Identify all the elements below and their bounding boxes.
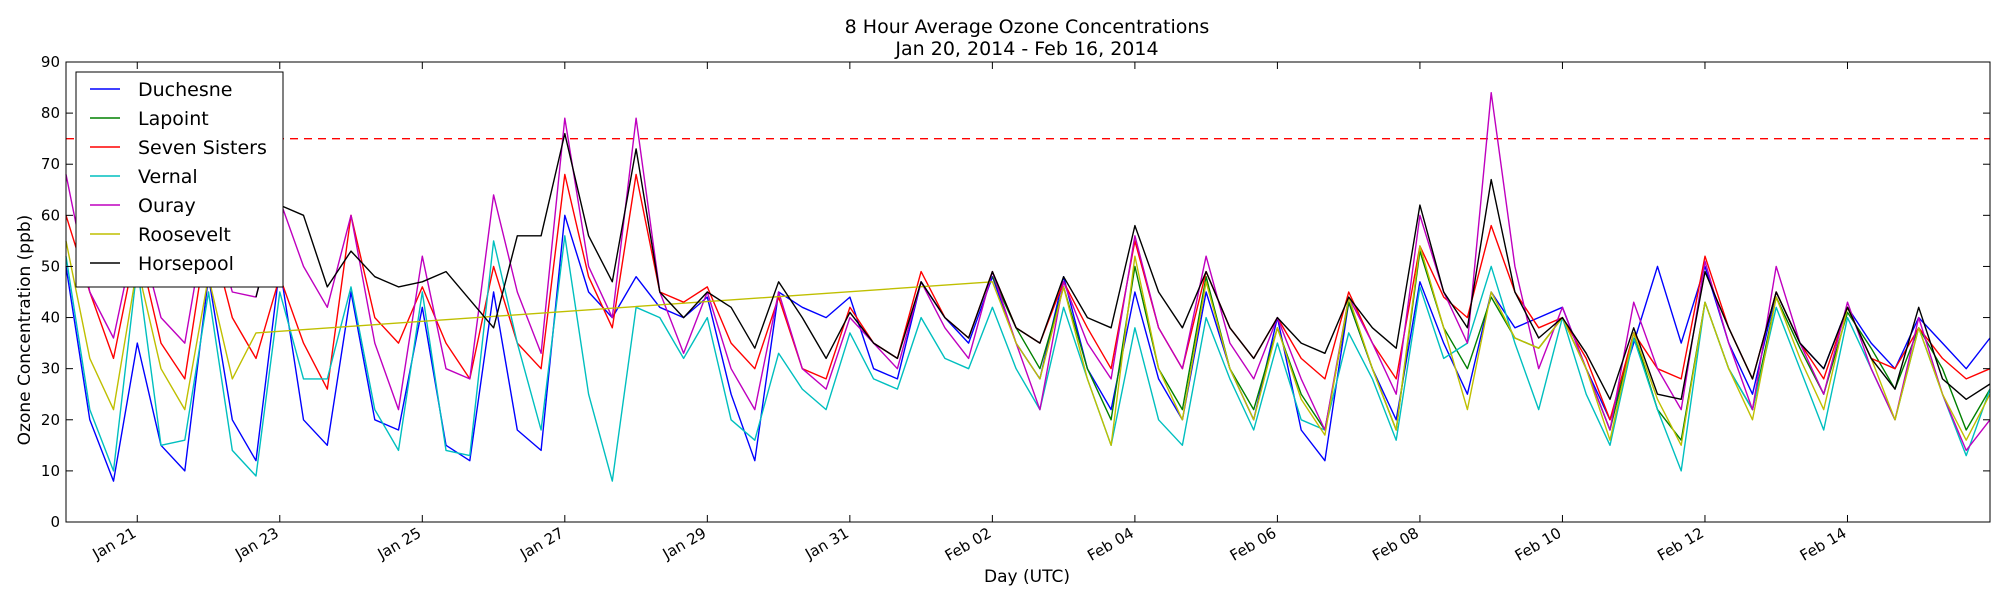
y-tick-label: 80 [41,104,60,122]
legend-label: Vernal [138,166,198,188]
legend-box [75,71,284,288]
series-line-4 [65,91,1991,452]
series-line-3 [65,235,1991,482]
x-tick-label: Jan 27 [516,524,567,564]
y-tick-label: 70 [41,155,60,173]
legend-label: Roosevelt [138,224,231,246]
y-tick-label: 40 [41,309,60,327]
y-tick-label: 10 [41,462,60,480]
chart-subtitle: Jan 20, 2014 - Feb 16, 2014 [894,38,1158,60]
y-tick-label: 60 [41,206,60,224]
x-tick-label: Feb 10 [1512,524,1565,565]
series-line-6 [255,132,1991,400]
x-tick-label: Feb 12 [1654,524,1707,565]
plot-frame [65,61,1991,523]
x-tick-label: Jan 23 [231,524,282,564]
legend-label: Seven Sisters [138,137,267,159]
x-tick-label: Jan 21 [89,524,140,564]
chart-title: 8 Hour Average Ozone Concentrations [845,16,1210,38]
plot-area: 0 10 20 30 40 50 60 70 80 90 Jan 21 Jan 23 Jan 25 Jan… [41,53,1991,565]
y-tick-label: 50 [41,257,60,275]
legend-label: Ouray [138,195,196,217]
series-line-5 [65,240,1991,446]
y-tick-label: 20 [41,411,60,429]
series-line-1 [991,250,1991,441]
legend: Duchesne Lapoint Seven Sisters Vernal Ouray R… [75,71,284,288]
y-tick-label: 0 [50,513,60,531]
x-tick-label: Feb 02 [942,524,995,565]
legend-label: Duchesne [138,79,232,101]
x-tick-label: Jan 29 [659,524,710,564]
x-axis-label: Day (UTC) [984,567,1070,587]
x-tick-label: Jan 25 [374,524,425,564]
x-tick-label: Feb 14 [1797,524,1850,565]
x-tick-label: Feb 06 [1227,524,1280,565]
legend-label: Lapoint [138,108,209,130]
legend-label: Horsepool [138,253,234,275]
y-tick-label: 30 [41,360,60,378]
x-tick-label: Jan 31 [801,524,852,564]
y-tick-label: 90 [41,53,60,71]
y-axis-label: Ozone Concentration (ppb) [15,215,35,446]
series-line-2 [65,173,1991,421]
x-tick-label: Feb 08 [1369,524,1422,565]
x-tick-label: Feb 04 [1084,524,1137,565]
